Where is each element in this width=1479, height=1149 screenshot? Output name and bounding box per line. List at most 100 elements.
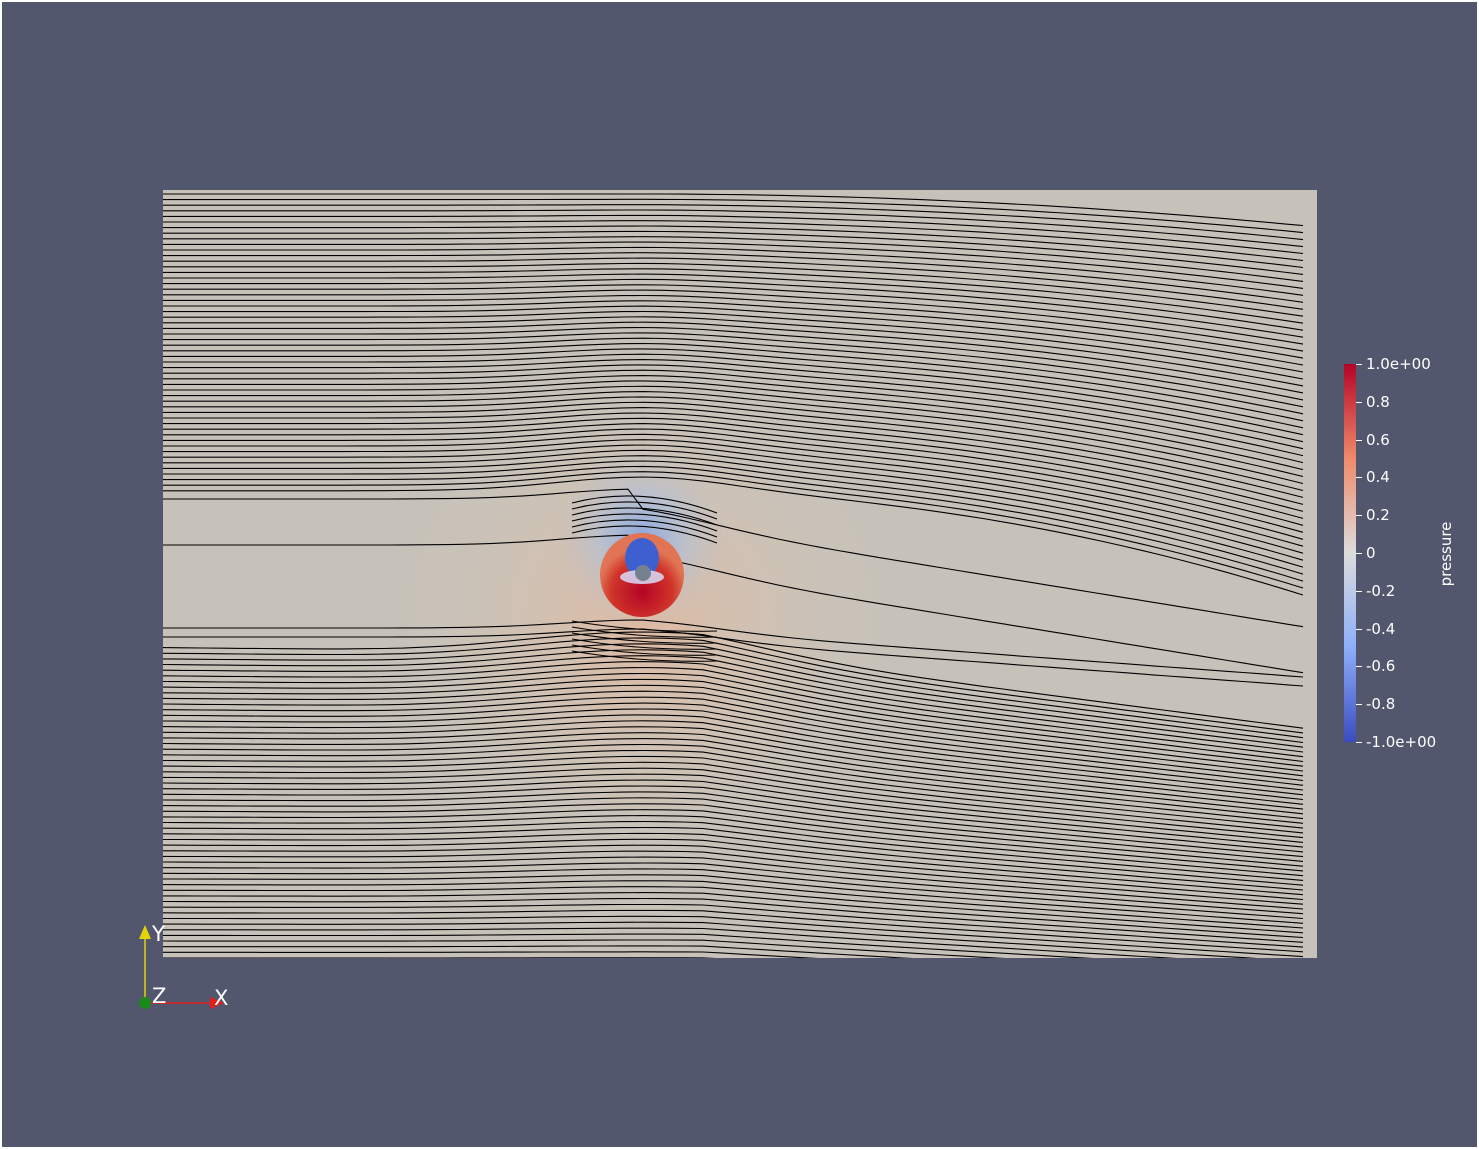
streamline [163,803,1304,867]
streamline [163,815,1304,877]
streamline [163,862,1304,915]
streamline [163,337,1304,415]
streamline [163,880,1304,929]
streamline [163,874,1304,924]
streamline [163,423,1304,526]
streamline [163,284,1304,345]
streamlines [163,193,1304,958]
streamline [163,643,1304,739]
streamline [163,305,1304,373]
streamline [163,289,1304,352]
streamline [163,714,1304,796]
streamline [163,209,1304,248]
streamline [163,273,1304,331]
streamline [163,391,1304,485]
colorbar-title: pressure [1437,521,1455,587]
streamline [163,471,1304,589]
y-axis-label: Y [152,922,165,946]
streamline [163,401,1304,498]
colorbar-tick [1356,742,1362,743]
streamline [163,230,1304,275]
colorbar-tick-label: -1.0e+00 [1366,733,1437,751]
streamline [163,214,1304,255]
streamline [163,326,1304,401]
streamline [163,655,1304,748]
streamline [163,385,1304,478]
streamline [163,690,1304,777]
z-axis-label: Z [152,984,167,1008]
streamline [163,672,1304,763]
streamline [163,364,1304,450]
streamline [163,927,1178,958]
streamline [163,903,1304,948]
streamline [163,488,1304,628]
streamline [163,225,1304,269]
y-axis-arrow [139,925,151,939]
colorbar-tick-label: -0.8 [1366,695,1396,714]
streamline [163,732,1304,810]
streamline [163,637,1304,734]
streamline [163,321,1304,394]
cylinder-obstacle[interactable] [600,533,684,617]
streamline [163,369,1304,457]
streamline [163,832,1304,891]
flow-domain [163,190,1317,958]
streamline [163,628,1304,687]
streamline [163,844,1304,901]
colorbar-tick-label: -0.6 [1366,657,1396,676]
streamline [163,809,1304,872]
colorbar-tick [1356,401,1362,403]
streamline [163,726,1304,805]
streamline [163,957,717,958]
colorbar-tick-label: 0.6 [1366,430,1390,449]
x-axis-arrow [210,997,224,1009]
colorbar-tick [1356,364,1362,365]
streamline [163,246,1304,296]
streamline [163,268,1304,324]
streamline [163,257,1304,310]
streamline [163,749,1304,824]
colorbar-tick [1356,477,1362,479]
streamline [163,465,1304,582]
streamline [571,495,718,514]
streamline [163,300,1304,366]
colorbar-tick-label: 0.2 [1366,506,1390,525]
colorbar-tick [1356,704,1362,706]
pressure-field-low [163,190,1317,958]
pressure-colorbar: 1.0e+00 0.8 0.6 0.4 0.2 0 -0.2 -0.4 -0.6 -0.8 -1.0… [1340,355,1477,758]
z-axis-dot [139,997,151,1009]
colorbar-tick-label: -0.4 [1366,619,1396,638]
streamline [163,779,1304,848]
streamline [163,241,1304,289]
streamline [571,626,718,638]
streamline [163,375,1304,464]
streamline [163,204,1304,241]
cylinder-low-pressure-region [625,538,659,578]
streamline [163,661,1304,753]
streamline [163,856,1304,910]
streamline [571,620,718,632]
colorbar-gradient [1344,364,1356,742]
streamline [163,412,1304,512]
streamline [163,666,1304,758]
streamline [163,649,1304,744]
streamline [163,915,1304,958]
colorbar-tick-label: -0.2 [1366,581,1396,600]
streamline [163,433,1304,540]
streamline [571,525,718,544]
streamline [163,951,819,958]
streamline [163,342,1304,422]
streamline [163,396,1304,492]
streamline [163,785,1304,853]
streamline [163,791,1304,858]
streamline [163,886,1304,934]
streamline [163,407,1304,505]
colorbar-tick [1356,628,1362,630]
x-axis-label: X [214,986,229,1010]
colorbar-tick-label: 1.0e+00 [1366,355,1431,373]
streamline [163,332,1304,408]
streamline [163,236,1304,282]
streamline [571,507,718,526]
